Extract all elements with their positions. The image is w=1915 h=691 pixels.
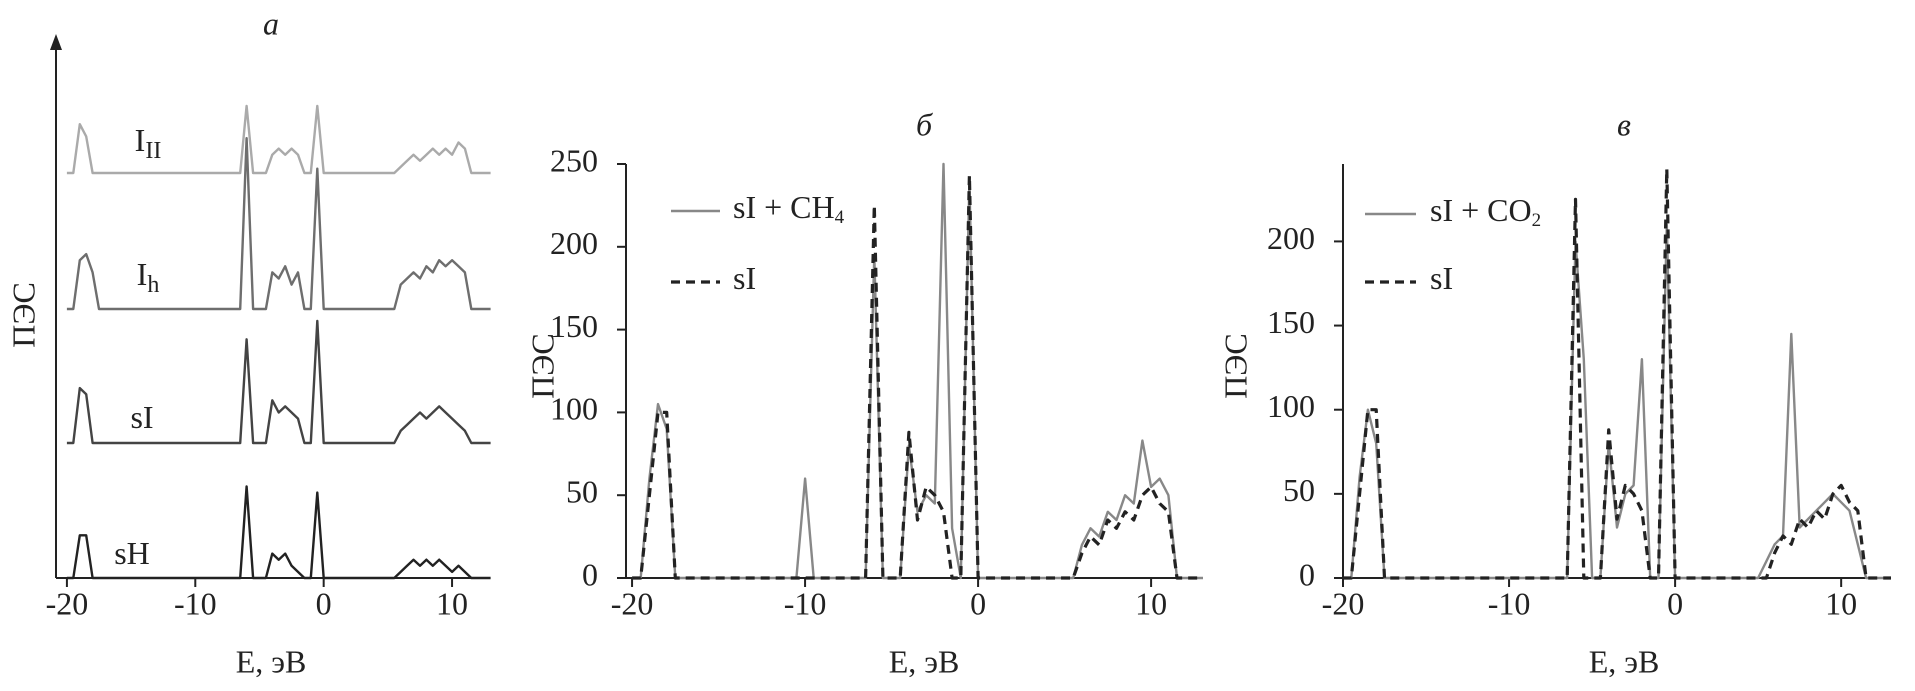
x-tick-label: 10 (1135, 585, 1167, 621)
x-tick-label: -10 (784, 585, 827, 621)
series-label-sub: h (147, 272, 159, 298)
x-tick-label: -20 (611, 585, 654, 621)
y-axis-label: ПЭС (524, 333, 560, 399)
panel-title: б (916, 106, 933, 142)
series-line (1343, 223, 1891, 580)
series-label: III (135, 122, 162, 163)
series-line (1343, 167, 1891, 580)
legend-label: sI + CO2 (1430, 192, 1541, 231)
y-tick-label: 200 (1267, 220, 1315, 256)
panel-title: а (263, 5, 279, 41)
series-label-main: sH (114, 535, 150, 571)
x-tick-label: 10 (1825, 585, 1857, 621)
series-label: Ih (137, 256, 160, 297)
y-axis-label: ПЭС (1217, 333, 1253, 399)
x-tick-label: -10 (174, 585, 217, 621)
x-axis-label: E, эВ (1589, 643, 1660, 679)
x-tick-label: 0 (970, 585, 986, 621)
legend-label: sI + CH4 (733, 189, 845, 228)
x-tick-label: -20 (46, 585, 89, 621)
y-tick-label: 200 (550, 225, 598, 261)
series-label-main: I (135, 122, 146, 158)
legend-label-main: sI + CH (733, 189, 835, 225)
legend-label-main: sI (1430, 260, 1453, 296)
y-tick-label: 150 (550, 308, 598, 344)
series-line (66, 104, 491, 175)
series-label: sI (130, 399, 153, 435)
series-label-main: I (137, 256, 148, 292)
x-axis-label: E, эВ (889, 643, 960, 679)
y-axis-label: ПЭС (5, 282, 41, 348)
y-tick-label: 0 (1299, 556, 1315, 592)
y-tick-label: 100 (1267, 388, 1315, 424)
series-line (66, 137, 491, 311)
y-axis-arrow (50, 34, 62, 50)
legend-label-sub: 4 (835, 207, 845, 228)
panel-title: в (1617, 106, 1631, 142)
x-tick-label: 0 (316, 585, 332, 621)
x-tick-label: -20 (1322, 585, 1365, 621)
series-label-sub: II (145, 138, 161, 164)
y-tick-label: 100 (550, 391, 598, 427)
series-line (632, 162, 1203, 580)
series-line (66, 485, 491, 580)
y-tick-label: 250 (550, 142, 598, 178)
series-label-main: sI (130, 399, 153, 435)
legend-label: sI (1430, 260, 1453, 296)
x-tick-label: -10 (1488, 585, 1531, 621)
x-tick-label: 0 (1667, 585, 1683, 621)
series-line (632, 174, 1203, 580)
legend-label-main: sI + CO (1430, 192, 1532, 228)
legend-label-sub: 2 (1532, 210, 1542, 231)
x-axis-label: E, эВ (236, 643, 307, 679)
legend-label-main: sI (733, 260, 756, 296)
y-tick-label: 50 (566, 474, 598, 510)
y-tick-label: 50 (1283, 472, 1315, 508)
x-tick-label: 10 (436, 585, 468, 621)
legend-label: sI (733, 260, 756, 296)
series-line (66, 319, 491, 445)
series-label: sH (114, 535, 150, 571)
y-tick-label: 150 (1267, 304, 1315, 340)
y-tick-label: 0 (582, 556, 598, 592)
